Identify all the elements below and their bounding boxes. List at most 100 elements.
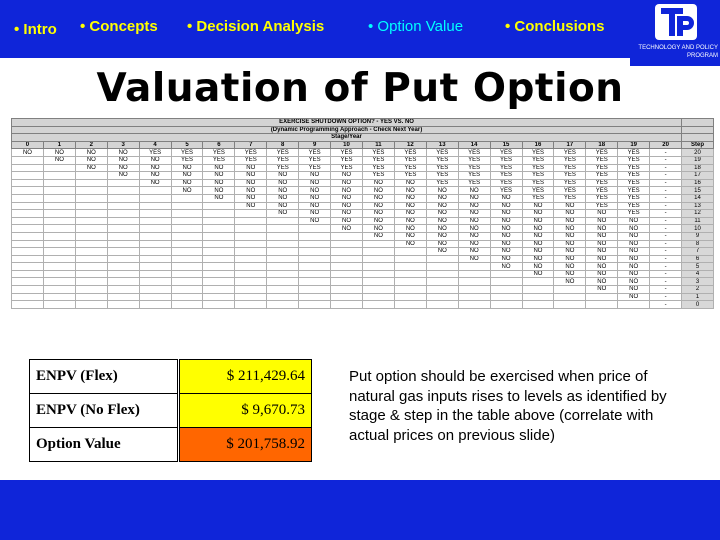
logo-panel: TECHNOLOGY AND POLICY PROGRAM [630,0,720,66]
decision-cell: NO [138,171,172,180]
decision-cell: NO [585,285,619,294]
nav-item-concepts[interactable]: • Concepts [80,18,158,35]
decision-cell [234,216,268,226]
decision-cell: NO [521,231,555,241]
decision-cell: NO [553,262,587,271]
decision-cell: - [649,239,683,249]
decision-cell [11,209,44,218]
step-cell: 3 [681,277,714,287]
decision-cell [489,300,523,309]
decision-cell [361,277,395,287]
decision-cell [11,269,44,279]
decision-cell: YES [170,148,204,157]
decision-cell: NO [234,171,268,180]
decision-cell: - [649,300,683,309]
decision-cell [11,216,44,226]
decision-cell: - [649,277,683,287]
decision-cell [170,269,204,279]
table-row: NO NO -2 [11,285,714,294]
stage-header-cell: 19 [617,140,651,150]
decision-cell: YES [617,171,651,180]
decision-cell: - [649,254,683,264]
decision-cell: NO [361,216,395,226]
table-row: NO NO NO NO -4 [11,269,714,279]
step-header-cell: Step [681,140,714,150]
step-cell: 15 [681,186,714,195]
decision-cell: - [649,163,683,173]
decision-cell: NO [585,277,619,287]
table-row: -0 [11,300,714,309]
decision-cell: YES [298,155,332,165]
decision-cell [11,231,44,241]
decision-cell: YES [425,148,459,157]
decision-table: EXERCISE SHUTDOWN OPTION? - YES VS. NO (D… [10,118,714,344]
decision-cell: YES [585,193,619,203]
decision-cell [393,254,427,264]
decision-cell [202,201,236,211]
decision-cell: NO [170,163,204,173]
nav-item-option-value[interactable]: • Option Value [368,18,464,35]
decision-cell: YES [617,163,651,173]
decision-cell: NO [553,216,587,226]
decision-cell [553,292,587,302]
decision-cell [234,277,268,287]
decision-cell [457,292,491,302]
decision-cell: NO [425,247,459,256]
option-value-label: Option Value [28,427,180,462]
decision-cell: NO [234,186,268,195]
decision-cell [457,285,491,294]
table-header-row: Stage/Year [10,133,714,142]
step-cell: 7 [681,247,714,256]
decision-cell: YES [393,163,427,173]
decision-cell: YES [521,148,555,157]
decision-cell [11,285,44,294]
decision-cell: YES [521,193,555,203]
decision-cell: YES [361,148,395,157]
decision-cell: YES [266,148,300,157]
table-header-1: EXERCISE SHUTDOWN OPTION? - YES VS. NO [10,118,683,127]
decision-cell: NO [617,216,651,226]
decision-cell: NO [202,171,236,180]
decision-cell [266,224,300,233]
decision-cell: NO [266,178,300,188]
step-cell: 11 [681,216,714,226]
decision-cell [138,285,172,294]
decision-cell [425,300,459,309]
decision-cell: NO [425,231,459,241]
decision-cell: NO [553,239,587,249]
decision-cell: YES [521,163,555,173]
decision-cell [202,247,236,256]
decision-cell: YES [553,171,587,180]
nav-item-intro[interactable]: • Intro [14,21,57,38]
decision-cell [170,277,204,287]
decision-cell [393,292,427,302]
table-row: NO NO NO NO NO NO NO NO NO NO -10 [11,224,714,233]
decision-cell [202,285,236,294]
decision-cell [361,300,395,309]
decision-cell [138,186,172,195]
decision-cell: - [649,171,683,180]
nav-item-conclusions[interactable]: • Conclusions [505,18,605,35]
decision-cell: NO [393,231,427,241]
decision-cell: NO [457,201,491,211]
decision-cell: YES [361,163,395,173]
decision-cell: NO [106,148,140,157]
table-row: NO NO NO NO YES YES YES YES YES YES YES YES YES YES YE… [11,148,714,157]
decision-cell [74,247,108,256]
decision-cell: NO [425,193,459,203]
decision-cell: NO [617,231,651,241]
decision-cell: NO [234,193,268,203]
decision-cell [425,285,459,294]
decision-cell: NO [489,247,523,256]
decision-cell: YES [361,155,395,165]
decision-cell [361,292,395,302]
decision-cell [298,277,332,287]
decision-cell: NO [202,193,236,203]
decision-cell: YES [138,148,172,157]
nav-item-decision-analysis[interactable]: • Decision Analysis [187,18,325,35]
decision-cell: NO [457,193,491,203]
decision-cell [202,292,236,302]
decision-cell: YES [457,163,491,173]
decision-cell: YES [393,155,427,165]
decision-cell [202,209,236,218]
